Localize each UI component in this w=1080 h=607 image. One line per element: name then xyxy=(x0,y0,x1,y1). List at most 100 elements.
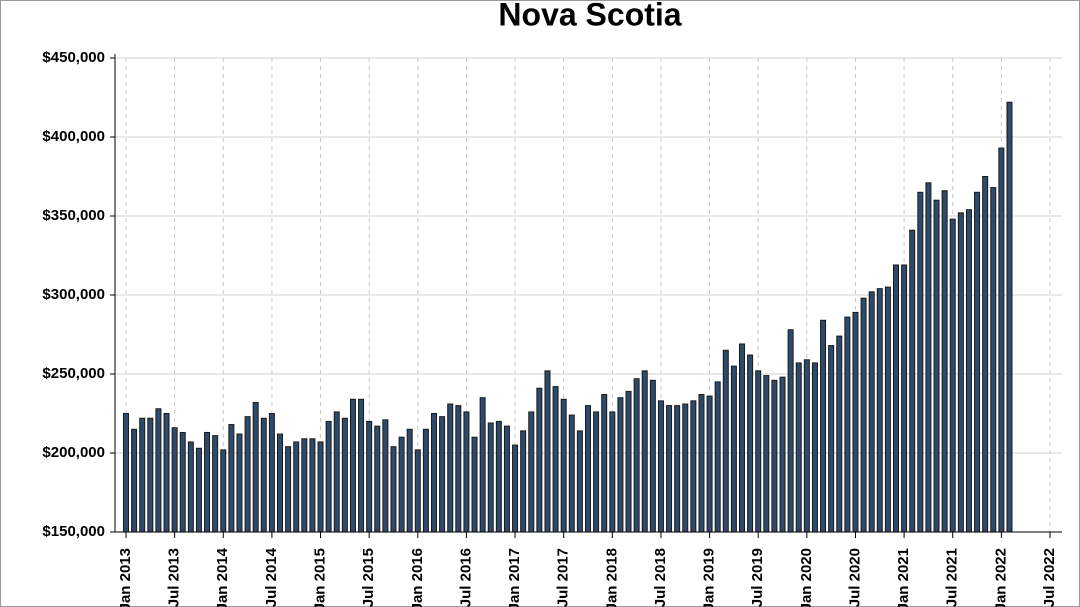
bar xyxy=(828,345,835,533)
x-tick-label: Jul 2016 xyxy=(457,548,474,607)
bar xyxy=(844,316,851,533)
y-tick-label: $400,000 xyxy=(42,128,105,145)
bar xyxy=(536,387,543,533)
bar xyxy=(893,264,899,533)
bar xyxy=(212,435,219,533)
bar xyxy=(998,147,1005,533)
bar xyxy=(901,264,908,533)
bar xyxy=(933,199,940,533)
bar xyxy=(147,417,154,533)
bar xyxy=(560,398,567,533)
x-tick-label: Jan 2015 xyxy=(311,548,328,607)
y-tick-label: $350,000 xyxy=(42,207,105,224)
bar xyxy=(698,394,705,533)
chart-title: Nova Scotia xyxy=(498,0,681,32)
x-tick-label: Jul 2013 xyxy=(166,548,183,607)
bar xyxy=(852,311,859,533)
bar xyxy=(317,441,324,533)
bar xyxy=(512,444,519,533)
bar xyxy=(447,403,454,533)
bar xyxy=(171,427,178,533)
bar xyxy=(139,417,146,533)
bar xyxy=(990,187,997,533)
x-tick-label: Jan 2016 xyxy=(409,548,426,607)
bar xyxy=(244,416,251,533)
bar xyxy=(730,365,737,533)
bar xyxy=(487,422,494,533)
bar xyxy=(771,379,778,533)
bar xyxy=(917,191,924,533)
bar xyxy=(568,414,575,533)
bar xyxy=(195,447,202,533)
bar xyxy=(528,411,535,533)
y-tick-label: $250,000 xyxy=(42,365,105,382)
x-tick-label: Jul 2021 xyxy=(944,548,961,607)
bar xyxy=(811,362,818,533)
bar xyxy=(155,408,162,533)
x-tick-label: Jan 2022 xyxy=(992,548,1009,607)
y-tick-label: $150,000 xyxy=(42,523,105,540)
bar xyxy=(260,417,267,533)
bar xyxy=(836,335,843,533)
bar xyxy=(406,428,413,533)
bar xyxy=(1006,101,1013,533)
bar xyxy=(941,190,948,533)
bar xyxy=(390,446,397,533)
bar xyxy=(617,397,624,533)
bar xyxy=(325,420,332,533)
bar xyxy=(520,430,527,533)
bar xyxy=(220,449,227,533)
bar xyxy=(366,420,373,533)
bar xyxy=(722,349,729,533)
y-tick-label: $200,000 xyxy=(42,444,105,461)
bar xyxy=(163,413,170,533)
bar xyxy=(495,420,502,533)
bar xyxy=(860,297,867,533)
bar xyxy=(333,411,340,533)
x-tick-label: Jan 2013 xyxy=(117,548,134,607)
bar xyxy=(544,370,551,533)
bar xyxy=(755,370,762,533)
bar xyxy=(228,424,235,533)
bar xyxy=(974,191,981,533)
bar xyxy=(868,291,875,533)
bar xyxy=(657,400,664,533)
bar xyxy=(301,438,308,533)
bar xyxy=(714,381,721,533)
bar xyxy=(779,376,786,533)
bar xyxy=(820,319,827,533)
bar xyxy=(252,401,259,533)
y-tick-label: $450,000 xyxy=(42,49,105,66)
bar xyxy=(422,428,429,533)
bar xyxy=(414,449,421,533)
x-tick-label: Jan 2018 xyxy=(603,548,620,607)
x-tick-label: Jan 2017 xyxy=(506,548,523,607)
x-tick-label: Jan 2019 xyxy=(701,548,718,607)
bar xyxy=(268,413,275,533)
bar xyxy=(965,209,972,533)
bar xyxy=(690,400,697,533)
bar xyxy=(374,425,381,533)
bar xyxy=(957,212,964,533)
x-tick-label: Jul 2020 xyxy=(846,548,863,607)
bar xyxy=(909,229,916,533)
bar xyxy=(187,441,194,533)
bar xyxy=(884,286,891,533)
bar xyxy=(747,354,754,533)
bar xyxy=(285,446,292,533)
x-tick-label: Jul 2019 xyxy=(749,548,766,607)
bar xyxy=(455,405,462,533)
bar xyxy=(179,431,186,533)
x-tick-label: Jan 2020 xyxy=(798,548,815,607)
bar xyxy=(763,375,770,533)
bar xyxy=(431,413,437,533)
x-tick-label: Jan 2021 xyxy=(895,548,912,607)
bar xyxy=(479,397,486,533)
bar xyxy=(982,176,989,533)
bar xyxy=(131,428,138,533)
bar xyxy=(277,433,283,533)
bar xyxy=(625,390,632,533)
bar xyxy=(503,425,510,533)
bar xyxy=(204,431,211,533)
bar xyxy=(649,379,656,533)
